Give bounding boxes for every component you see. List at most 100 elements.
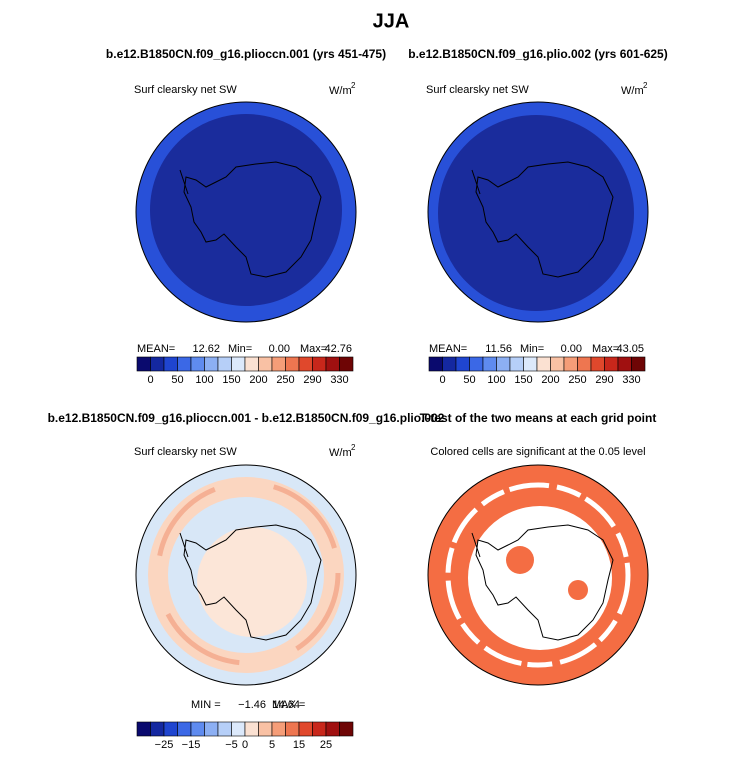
colorbar-label: 250 xyxy=(568,374,586,386)
variable-label: Surf clearsky net SW xyxy=(134,446,237,458)
units-exponent: 2 xyxy=(351,81,356,90)
colorbar-box xyxy=(604,356,619,372)
colorbar-label: 50 xyxy=(171,374,183,386)
colorbar-label: 330 xyxy=(622,374,640,386)
panel-title: b.e12.B1850CN.f09_g16.plioccn.001 (yrs 4… xyxy=(106,47,386,61)
colorbar-box xyxy=(339,721,354,737)
colorbar-box xyxy=(258,721,273,737)
colorbar-label: 150 xyxy=(222,374,240,386)
colorbar-box xyxy=(523,356,538,372)
figure-title: JJA xyxy=(373,10,410,32)
colorbar-box xyxy=(285,721,300,737)
colorbar-box xyxy=(244,721,259,737)
colorbar-box xyxy=(204,721,219,737)
colorbar-label: 150 xyxy=(514,374,532,386)
colorbar-box xyxy=(231,356,246,372)
map xyxy=(135,464,357,686)
colorbar-label: 0 xyxy=(147,374,153,386)
stat: 12.62 xyxy=(192,343,220,355)
colorbar-box xyxy=(177,721,192,737)
colorbar-box xyxy=(577,356,592,372)
colorbar-box xyxy=(631,356,646,372)
colorbar-box xyxy=(298,356,313,372)
stat: −1.46 xyxy=(238,699,266,711)
colorbar-box xyxy=(590,356,605,372)
colorbar-label: 200 xyxy=(249,374,267,386)
colorbar-box xyxy=(325,356,340,372)
colorbar-box xyxy=(231,721,246,737)
stat: 0.00 xyxy=(269,343,290,355)
panel-title: T-test of the two means at each grid poi… xyxy=(420,411,657,425)
colorbar-box xyxy=(563,356,578,372)
stat: Min= xyxy=(520,343,544,355)
note: Colored cells are significant at the 0.0… xyxy=(430,446,645,458)
colorbar-box xyxy=(339,356,354,372)
colorbar-box xyxy=(617,356,632,372)
colorbar-box xyxy=(177,356,192,372)
units: W/m xyxy=(621,85,644,97)
stat: MAX = xyxy=(272,699,305,711)
colorbar-box xyxy=(298,721,313,737)
colorbar-label: 50 xyxy=(463,374,475,386)
colorbar-box xyxy=(482,356,497,372)
colorbar-label: 250 xyxy=(276,374,294,386)
colorbar-label: −5 xyxy=(225,739,238,751)
units: W/m xyxy=(329,447,352,459)
stat: 14.64 xyxy=(272,699,300,711)
colorbar-label: 0 xyxy=(242,739,248,751)
colorbar-box xyxy=(312,356,327,372)
colorbar-box xyxy=(150,356,165,372)
panel-title: b.e12.B1850CN.f09_g16.plioccn.001 - b.e1… xyxy=(48,411,445,425)
units-exponent: 2 xyxy=(351,443,356,452)
stat: MEAN= xyxy=(137,343,175,355)
colorbar-label: 15 xyxy=(293,739,305,751)
colorbar-box xyxy=(271,356,286,372)
colorbar-label: −25 xyxy=(155,739,174,751)
colorbar-box xyxy=(550,356,565,372)
colorbar-label: 200 xyxy=(541,374,559,386)
colorbar-box xyxy=(204,356,219,372)
colorbar-label: 25 xyxy=(320,739,332,751)
stat: Max= xyxy=(300,343,327,355)
colorbar-box xyxy=(428,356,443,372)
map xyxy=(427,464,649,686)
stat: Min= xyxy=(228,343,252,355)
stat: 43.05 xyxy=(616,343,644,355)
colorbar-label: 330 xyxy=(330,374,348,386)
colorbar-box xyxy=(285,356,300,372)
colorbar-label: 290 xyxy=(303,374,321,386)
colorbar-box xyxy=(217,721,232,737)
stat: 11.56 xyxy=(485,343,512,355)
colorbar-label: 290 xyxy=(595,374,613,386)
variable-label: Surf clearsky net SW xyxy=(134,84,237,96)
colorbar-box xyxy=(455,356,470,372)
colorbar-box xyxy=(258,356,273,372)
colorbar-box xyxy=(190,356,205,372)
colorbar-label: 5 xyxy=(269,739,275,751)
colorbar-box xyxy=(244,356,259,372)
colorbar-box xyxy=(150,721,165,737)
colorbar-box xyxy=(536,356,551,372)
colorbar-box xyxy=(442,356,457,372)
colorbar-label: 100 xyxy=(195,374,213,386)
stat: MEAN= xyxy=(429,343,467,355)
variable-label: Surf clearsky net SW xyxy=(426,84,529,96)
colorbar-box xyxy=(496,356,511,372)
colorbar-label: 100 xyxy=(487,374,505,386)
units-exponent: 2 xyxy=(643,81,648,90)
colorbar-box xyxy=(469,356,484,372)
colorbar-box xyxy=(136,721,151,737)
stat: 42.76 xyxy=(324,343,352,355)
stat: 0.00 xyxy=(561,343,582,355)
map xyxy=(427,101,649,323)
colorbar-label: −15 xyxy=(182,739,201,751)
colorbar-box xyxy=(271,721,286,737)
stat: MIN = xyxy=(191,699,221,711)
colorbar-box xyxy=(163,356,178,372)
colorbar-box xyxy=(136,356,151,372)
stat: Max= xyxy=(592,343,619,355)
colorbar-box xyxy=(217,356,232,372)
colorbar-box xyxy=(509,356,524,372)
units: W/m xyxy=(329,85,352,97)
colorbar-box xyxy=(163,721,178,737)
